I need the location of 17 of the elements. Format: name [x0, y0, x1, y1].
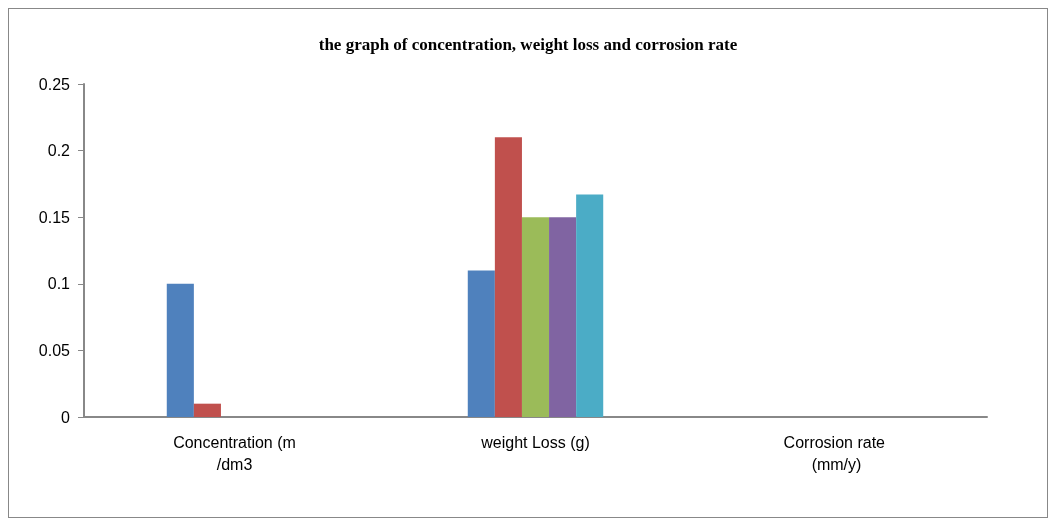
bar [521, 217, 550, 417]
x-tick-label: Concentration (m/dm3 [173, 433, 296, 473]
x-tick-label: weight Loss (g) [480, 433, 590, 451]
bar [193, 403, 221, 417]
bar [549, 217, 577, 417]
y-tick-label: 0.25 [38, 75, 71, 93]
bar [166, 283, 194, 417]
y-tick-label: 0.1 [47, 275, 71, 293]
chart-title: the graph of concentration, weight loss and corrosion rate [318, 35, 738, 54]
x-tick-label: Corrosion rate (mm/y) [783, 433, 890, 473]
y-tick-label: 0.15 [38, 208, 71, 226]
bar [494, 137, 522, 417]
bar [467, 270, 495, 417]
y-tick-label: 0 [61, 408, 71, 426]
y-tick-label: 0.05 [38, 341, 71, 359]
bar [576, 194, 604, 417]
y-tick-label: 0.2 [47, 142, 71, 160]
